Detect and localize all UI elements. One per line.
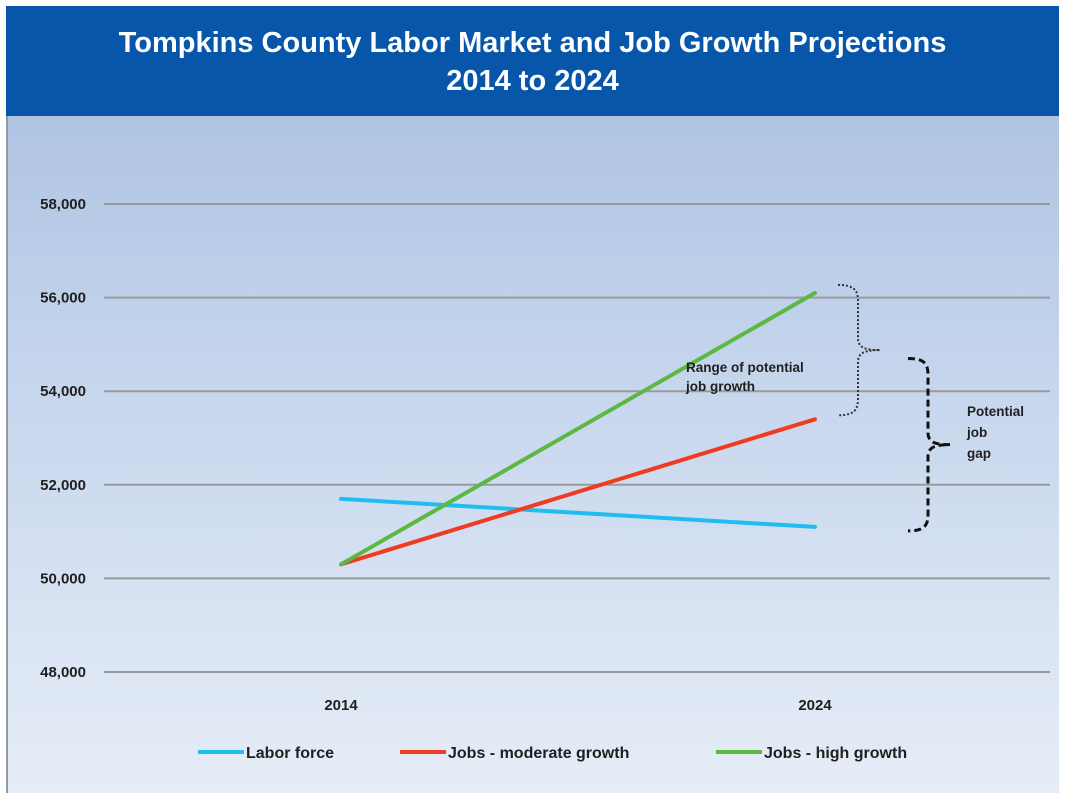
y-tick-label: 52,000 xyxy=(40,477,86,494)
annotations: Range of potential job growth Potential job… xyxy=(685,283,1024,533)
range-brace xyxy=(837,283,881,417)
x-axis-ticks: 2014 2024 xyxy=(324,697,832,714)
chart-title-line2: 2014 to 2024 xyxy=(446,65,619,97)
chart-title-line1: Tompkins County Labor Market and Job Gro… xyxy=(118,27,947,59)
legend-label: Labor force xyxy=(246,745,334,762)
y-tick-label: 58,000 xyxy=(40,196,86,213)
series-lines xyxy=(339,290,817,567)
x-tick-label: 2024 xyxy=(798,697,832,714)
legend-label: Jobs - moderate growth xyxy=(448,745,629,762)
series-line-labor-force xyxy=(339,496,817,529)
legend-label: Jobs - high growth xyxy=(764,745,907,762)
chart-header: Tompkins County Labor Market and Job Gro… xyxy=(6,6,1059,116)
y-axis-ticks: 48,000 50,000 52,000 54,000 56,000 58,000 xyxy=(40,196,86,681)
y-tick-label: 54,000 xyxy=(40,383,86,400)
annotation-gap: Potential job gap xyxy=(966,404,1024,461)
gridlines xyxy=(104,203,1050,673)
series-line-jobs-high-growth xyxy=(339,290,817,567)
legend: Labor force Jobs - moderate growth Jobs - … xyxy=(198,745,907,762)
y-tick-label: 50,000 xyxy=(40,570,86,587)
x-tick-label: 2014 xyxy=(324,697,358,714)
y-tick-label: 56,000 xyxy=(40,290,86,307)
series-line-jobs-moderate-growth xyxy=(339,417,817,567)
gap-brace xyxy=(907,356,951,533)
annotation-range: Range of potential job growth xyxy=(685,360,804,394)
y-tick-label: 48,000 xyxy=(40,664,86,681)
